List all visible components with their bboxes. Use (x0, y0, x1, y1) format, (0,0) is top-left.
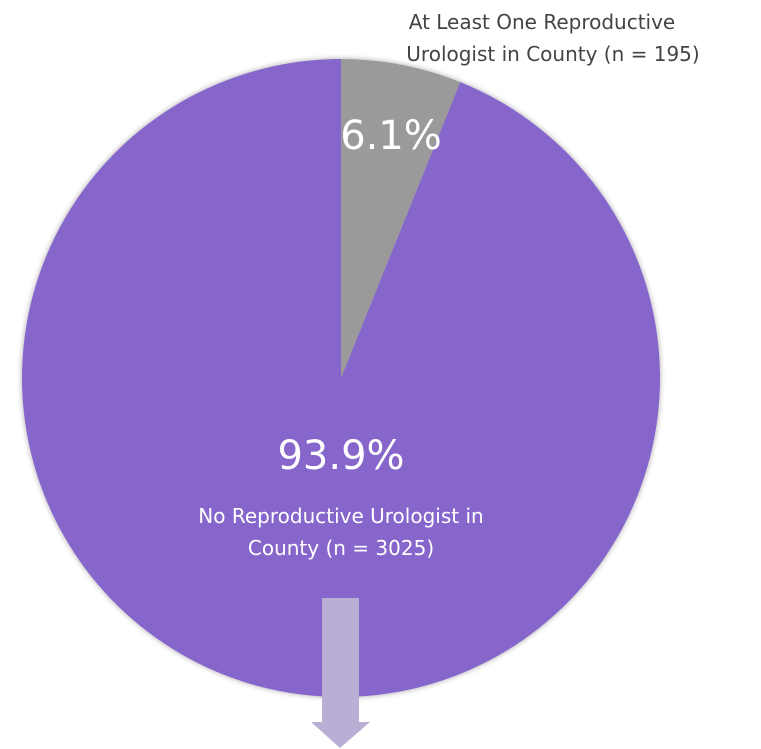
slice-label-no-urologist-line-1: No Reproductive Urologist in (198, 504, 483, 528)
down-arrow-shaft (322, 598, 359, 722)
down-arrow-head (311, 722, 370, 748)
pie-slice-at-least-one-urologist (341, 58, 461, 378)
slice-percent-no-urologist: 93.9% (277, 433, 404, 479)
slice-percent-at-least-one: 6.1% (340, 113, 442, 159)
slice-label-at-least-one-line-2: Urologist in County (n = 195) (406, 42, 699, 66)
pie-slices (22, 58, 661, 697)
slice-label-no-urologist-line-2: County (n = 3025) (248, 536, 434, 560)
down-arrow-icon (311, 598, 370, 748)
pie-labels: At Least One Reproductive Urologist in C… (198, 10, 699, 560)
pie-slice-no-urologist (22, 59, 661, 697)
slice-label-at-least-one-line-1: At Least One Reproductive (409, 10, 676, 34)
